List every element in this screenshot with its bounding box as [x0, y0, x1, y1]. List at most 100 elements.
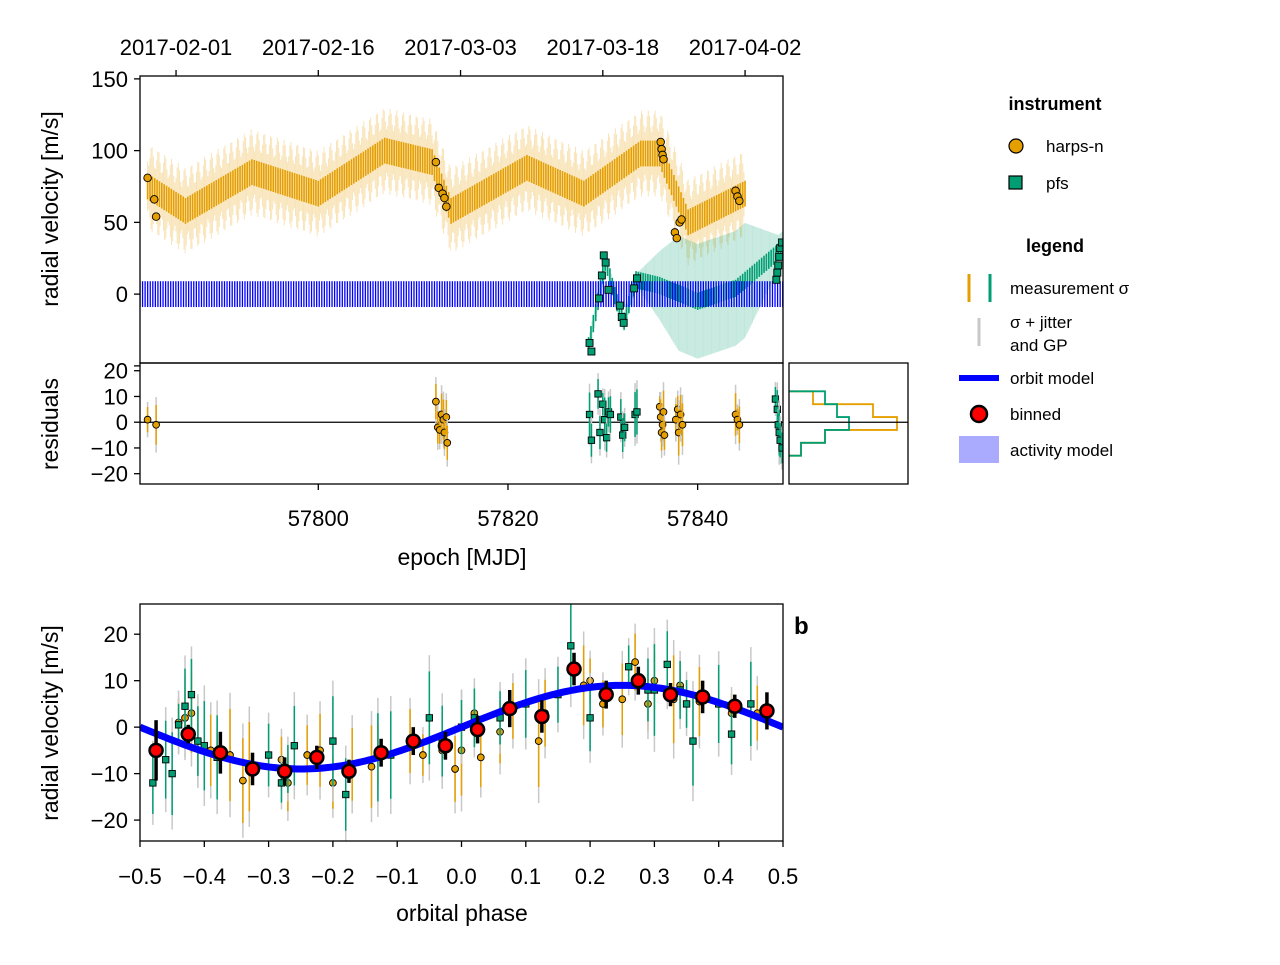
pfs-residual — [599, 400, 607, 408]
pfs-phase-point — [187, 690, 196, 699]
pfs-point — [632, 274, 641, 283]
pfs-residual — [620, 423, 629, 432]
pfs-residual — [594, 390, 602, 398]
harps-n-phase-point — [476, 753, 485, 762]
residuals-plot-area — [140, 373, 783, 470]
x-tick-label: −0.5 — [118, 864, 161, 889]
x-tick-label: −0.4 — [183, 864, 226, 889]
pfs-residual — [774, 421, 782, 429]
x-tick-label: −0.2 — [311, 864, 354, 889]
pfs-point — [630, 284, 639, 293]
y-tick-label: 0 — [116, 715, 128, 740]
legend-title-legend: legend — [1026, 236, 1084, 256]
legend-label-pfs: pfs — [1046, 174, 1069, 193]
harps-n-residual — [443, 438, 452, 447]
pfs-point — [595, 294, 603, 303]
x-tick-label: 0.2 — [575, 864, 606, 889]
legend-label-binned: binned — [1010, 405, 1061, 424]
pfs-point — [604, 285, 613, 294]
y-tick-label: −10 — [91, 762, 128, 787]
harps-n-phase-point — [367, 762, 376, 771]
binned-point — [405, 733, 422, 749]
y-tick-label: 10 — [104, 669, 128, 694]
pfs-residual — [602, 434, 611, 442]
pfs-point — [587, 347, 596, 356]
binned-point — [148, 742, 164, 759]
pfs-phase-point — [329, 737, 337, 745]
binned-point — [373, 744, 389, 761]
harps-n-residual — [735, 420, 744, 429]
binned-point — [180, 726, 196, 742]
binned-point — [630, 672, 647, 689]
harps-n-histogram — [789, 390, 898, 457]
binned-point — [534, 708, 550, 725]
x-tick-label: 57820 — [477, 506, 538, 531]
harps-n-point — [656, 137, 665, 147]
x-tick-label: 57800 — [288, 506, 349, 531]
x-axis-label-epoch: epoch [MJD] — [397, 544, 526, 570]
harps-n-point — [677, 215, 686, 224]
pfs-point — [585, 338, 594, 347]
y-axis-label-rv-bottom: radial velocity [m/s] — [37, 625, 63, 821]
pfs-residual — [633, 408, 641, 416]
pfs-phase-point — [194, 737, 202, 745]
y-tick-label: 10 — [104, 384, 128, 409]
harps-n-phase-point — [239, 776, 247, 785]
square-marker-icon — [1008, 175, 1023, 190]
legend-title-instrument: instrument — [1008, 94, 1101, 114]
binned-point — [276, 763, 293, 780]
harps-n-point — [440, 193, 449, 203]
y-tick-label: 20 — [104, 359, 128, 384]
top-tick-label: 2017-03-18 — [547, 35, 660, 60]
top-tick-label: 2017-02-01 — [120, 35, 233, 60]
harps-n-point — [735, 196, 744, 206]
binned-point — [309, 749, 325, 766]
y-tick-label: 150 — [91, 67, 128, 92]
harps-n-phase-point — [534, 737, 543, 745]
y-axis-label-residuals: residuals — [37, 378, 63, 470]
x-tick-label: 0.1 — [511, 864, 542, 889]
pfs-point — [599, 251, 608, 260]
timeseries-plot-area — [140, 108, 783, 359]
residual-histogram-panel — [788, 362, 909, 485]
harps-n-point — [151, 212, 161, 221]
top-tick-label: 2017-03-03 — [404, 35, 517, 60]
pfs-point — [774, 261, 783, 270]
binned-point — [727, 698, 743, 714]
x-tick-label: 0.4 — [703, 864, 734, 889]
y-tick-label: 20 — [104, 622, 128, 647]
binned-points — [148, 652, 775, 786]
harps-n-point — [442, 202, 451, 211]
binned-point — [759, 703, 775, 719]
circle-marker-icon — [1008, 138, 1024, 154]
pfs-phase-point — [181, 702, 189, 710]
timeseries-panel: 0 50 100 150 2017-02-01 2017-02-16 2017-03-03 2… — [91, 35, 801, 367]
panel-label-b: b — [794, 613, 809, 640]
pfs-phase-point — [168, 769, 176, 778]
harps-n-residual — [442, 413, 451, 421]
x-tick-label: 0.3 — [639, 864, 670, 889]
x-tick-label: 0.0 — [446, 864, 477, 889]
pfs-phase-point — [727, 730, 736, 738]
x-axis-label-phase: orbital phase — [396, 900, 528, 926]
histogram-frame — [788, 362, 909, 485]
pfs-point — [775, 252, 783, 261]
y-tick-label: −20 — [91, 462, 128, 487]
harps-n-residual — [659, 408, 668, 416]
pfs-phase-points — [149, 604, 755, 841]
x-tick-label: −0.3 — [247, 864, 290, 889]
pfs-phase-point — [174, 721, 183, 729]
pfs-point — [778, 238, 783, 247]
harps-model-oscillation — [146, 137, 746, 236]
harps-n-point — [672, 233, 682, 243]
y-tick-label: 0 — [116, 410, 128, 435]
binned-point — [662, 686, 679, 703]
x-tick-label: −0.1 — [375, 864, 418, 889]
x-tick-label: 57840 — [667, 506, 728, 531]
activity-model-patch-icon — [959, 436, 999, 463]
harps-n-points — [143, 137, 744, 243]
pfs-point — [773, 268, 782, 277]
binned-point — [566, 661, 582, 677]
